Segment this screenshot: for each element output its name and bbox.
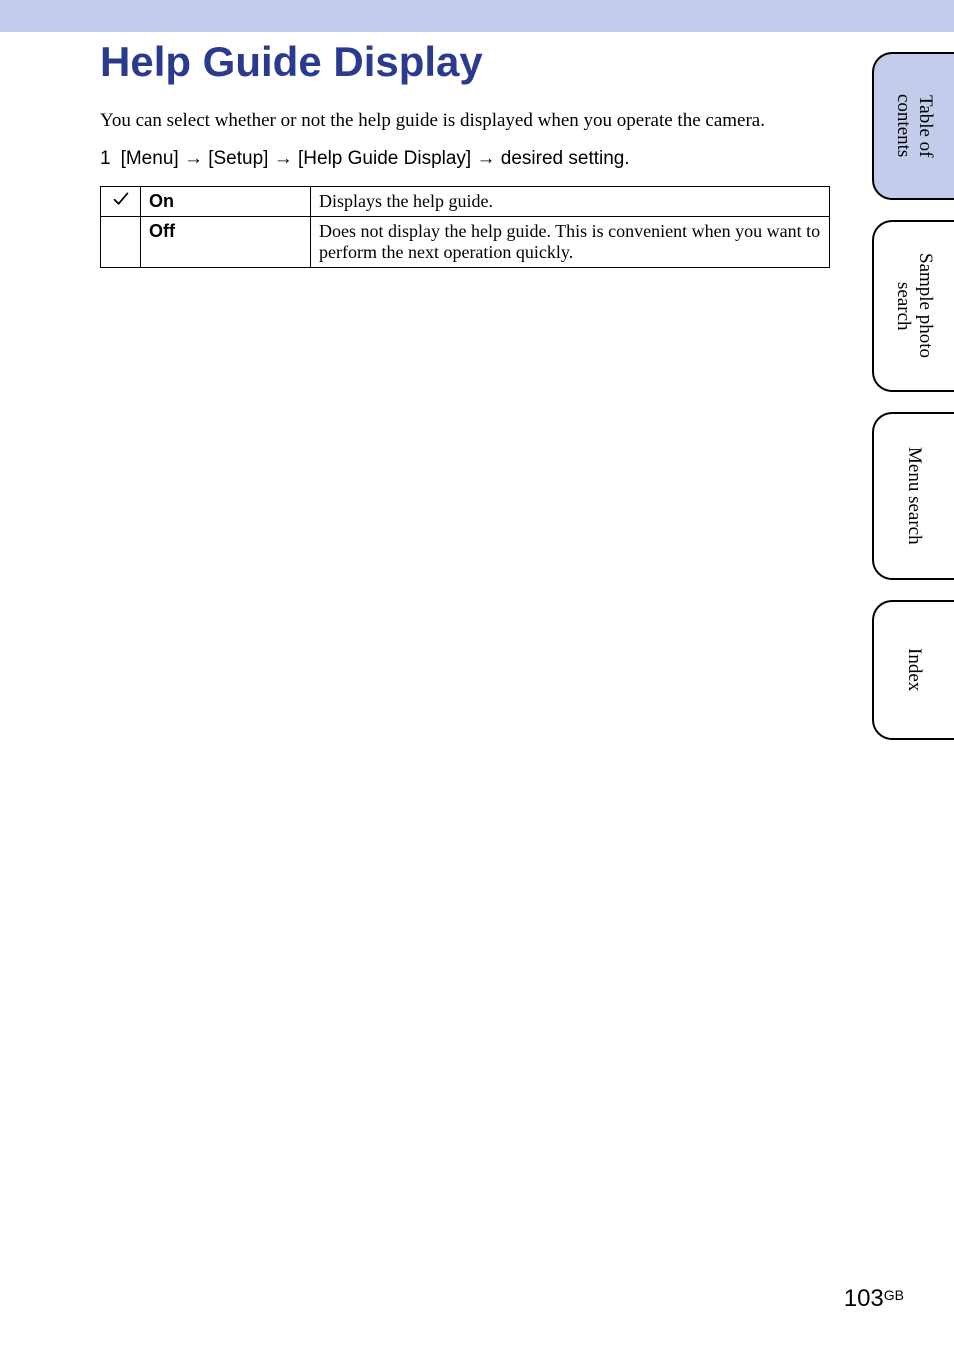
tab-menu-search[interactable]: Menu search [872,412,954,580]
step-text: [Menu] → [Setup] → [Help Guide Display] … [121,148,630,170]
side-tabs: Table of contents Sample photo search Me… [872,52,954,760]
step-number: 1 [100,148,111,170]
table-row: On Displays the help guide. [101,186,830,216]
arrow-icon: → [184,148,203,169]
settings-table: On Displays the help guide. Off Does not… [100,186,830,268]
step-seg-3: desired setting. [501,148,630,169]
step-seg-1: [Setup] [208,148,268,169]
page-number: 103GB [844,1285,904,1313]
step-seg-2: [Help Guide Display] [298,148,471,169]
check-cell [101,186,141,216]
header-bar [0,0,954,32]
option-cell: On [141,186,311,216]
tab-label: Sample photo search [892,253,936,358]
step-row: 1 [Menu] → [Setup] → [Help Guide Display… [100,148,840,170]
page-number-value: 103 [844,1285,884,1312]
tab-sample-photo-search[interactable]: Sample photo search [872,220,954,392]
tab-label: Menu search [903,447,925,545]
option-cell: Off [141,216,311,267]
tab-label: Table of contents [892,94,936,157]
intro-text: You can select whether or not the help g… [100,108,840,134]
description-cell: Displays the help guide. [311,186,830,216]
tab-index[interactable]: Index [872,600,954,740]
tab-label: Index [903,648,925,691]
page-title: Help Guide Display [100,38,840,86]
check-icon [113,191,129,207]
check-cell [101,216,141,267]
page-number-suffix: GB [884,1287,904,1303]
main-content: Help Guide Display You can select whethe… [100,38,840,268]
description-cell: Does not display the help guide. This is… [311,216,830,267]
arrow-icon: → [477,148,496,169]
tab-table-of-contents[interactable]: Table of contents [872,52,954,200]
step-seg-0: [Menu] [121,148,179,169]
table-row: Off Does not display the help guide. Thi… [101,216,830,267]
arrow-icon: → [274,148,293,169]
